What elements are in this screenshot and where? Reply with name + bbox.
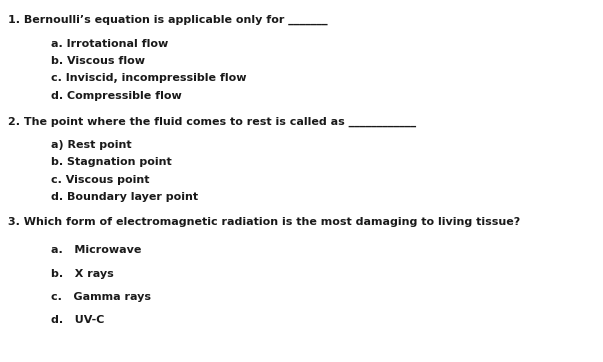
Text: 2. The point where the fluid comes to rest is called as ____________: 2. The point where the fluid comes to re… bbox=[8, 117, 416, 127]
Text: b. Stagnation point: b. Stagnation point bbox=[51, 157, 172, 168]
Text: c.   Gamma rays: c. Gamma rays bbox=[51, 292, 151, 302]
Text: b.   X rays: b. X rays bbox=[51, 269, 114, 279]
Text: 1. Bernoulli’s equation is applicable only for _______: 1. Bernoulli’s equation is applicable on… bbox=[8, 15, 327, 25]
Text: d.   UV-C: d. UV-C bbox=[51, 315, 105, 325]
Text: 3. Which form of electromagnetic radiation is the most damaging to living tissue: 3. Which form of electromagnetic radiati… bbox=[8, 217, 520, 227]
Text: d. Compressible flow: d. Compressible flow bbox=[51, 91, 182, 101]
Text: b. Viscous flow: b. Viscous flow bbox=[51, 56, 145, 66]
Text: a.   Microwave: a. Microwave bbox=[51, 245, 142, 256]
Text: d. Boundary layer point: d. Boundary layer point bbox=[51, 192, 198, 202]
Text: a) Rest point: a) Rest point bbox=[51, 140, 132, 150]
Text: c. Viscous point: c. Viscous point bbox=[51, 175, 150, 185]
Text: c. Inviscid, incompressible flow: c. Inviscid, incompressible flow bbox=[51, 73, 247, 84]
Text: a. Irrotational flow: a. Irrotational flow bbox=[51, 39, 168, 49]
